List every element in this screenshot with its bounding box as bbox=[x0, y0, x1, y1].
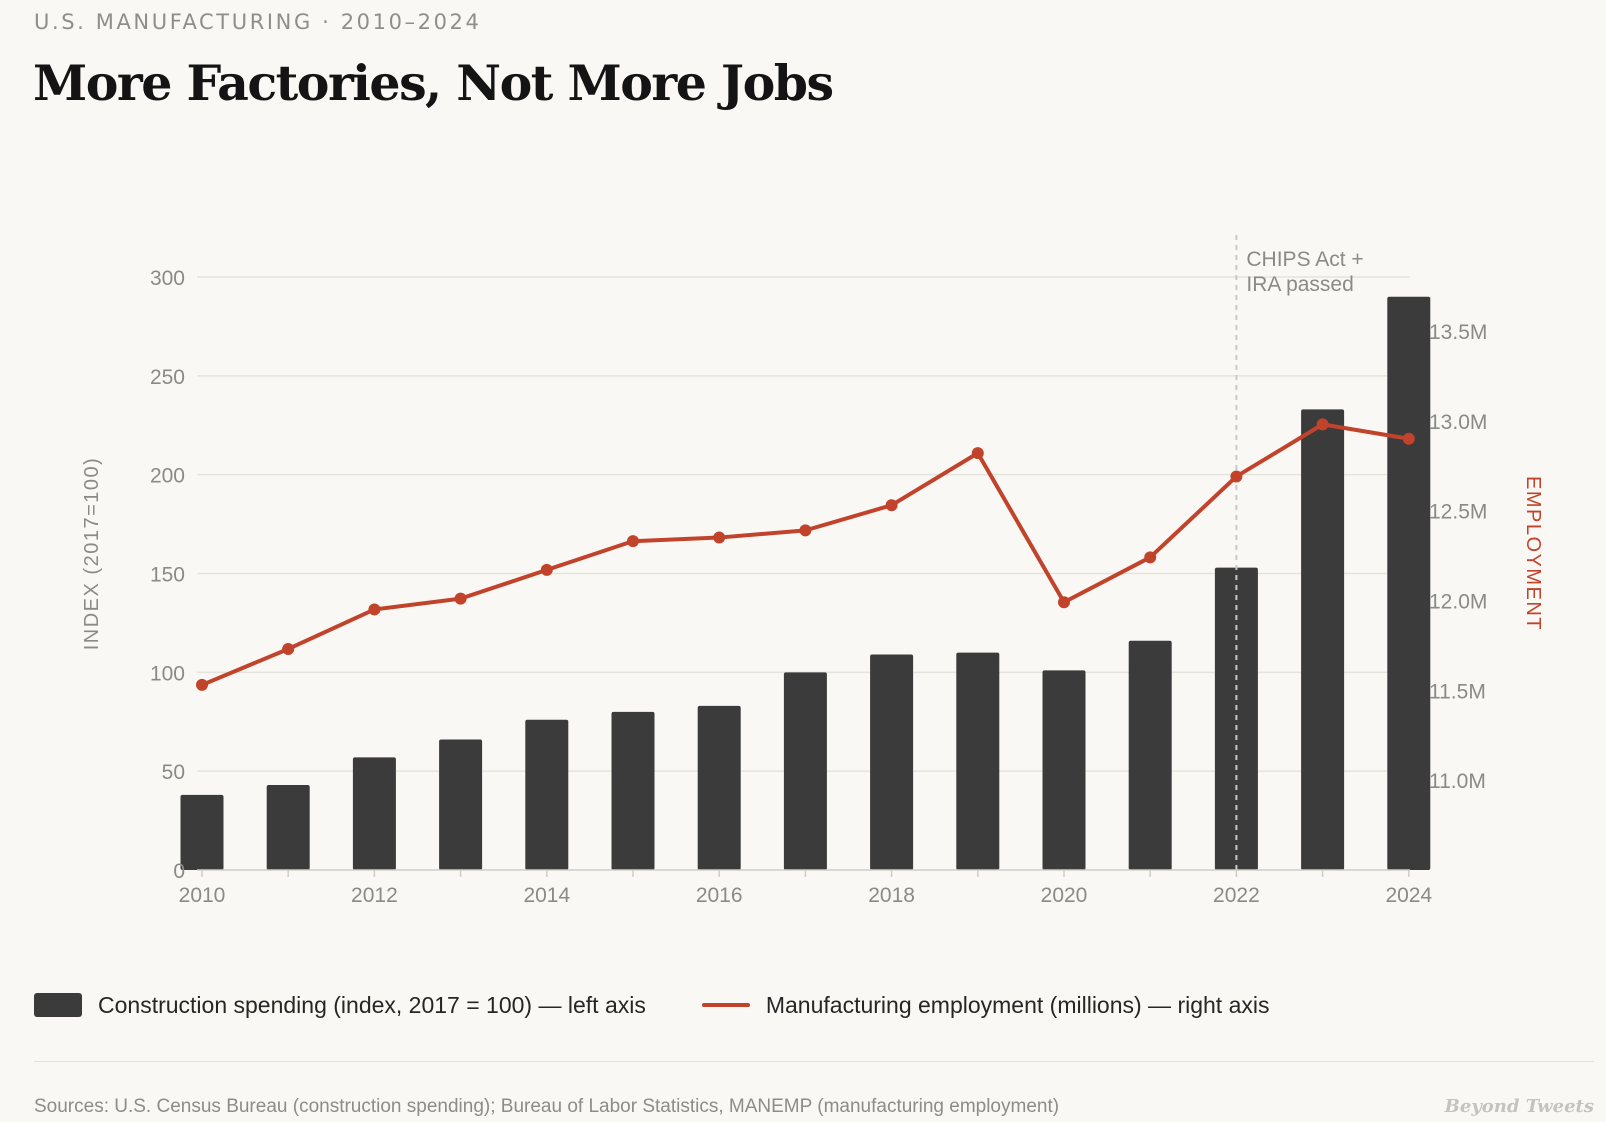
x-tick-label: 2014 bbox=[523, 884, 570, 907]
employment-point bbox=[368, 603, 381, 616]
right-tick-label: 13.5M bbox=[1429, 321, 1487, 344]
bar bbox=[439, 739, 483, 870]
employment-point bbox=[971, 447, 984, 460]
left-tick-label: 0 bbox=[173, 860, 185, 883]
legend-line-swatch bbox=[701, 1003, 750, 1007]
right-tick-label: 11.0M bbox=[1429, 770, 1486, 793]
legend-item-line: Manufacturing employment (millions) — ri… bbox=[701, 991, 1270, 1019]
bar bbox=[611, 711, 655, 870]
employment-point bbox=[1402, 432, 1415, 445]
bar bbox=[956, 652, 1000, 870]
employment-point bbox=[196, 678, 208, 691]
left-tick-label: 300 bbox=[150, 267, 185, 290]
employment-point bbox=[282, 642, 295, 655]
employment-point bbox=[540, 563, 553, 576]
employment-point bbox=[1144, 551, 1157, 564]
bar bbox=[783, 672, 827, 870]
right-tick-label: 13.0M bbox=[1429, 411, 1487, 434]
chart: CHIPS Act +IRA passed 0 50 100 150 200 250 300… bbox=[81, 235, 1544, 907]
x-tick-label: 2016 bbox=[696, 884, 743, 907]
bar bbox=[1301, 409, 1345, 870]
annotation-text: IRA passed bbox=[1246, 273, 1353, 296]
bar bbox=[697, 705, 741, 870]
bar bbox=[525, 719, 569, 870]
x-tick-label: 2024 bbox=[1385, 884, 1432, 907]
footer-divider bbox=[34, 1061, 1594, 1062]
axes: 0 50 100 150 200 250 300 2010 2012 2014 2016 2018 20… bbox=[81, 267, 1544, 907]
legend-bar-swatch bbox=[34, 993, 82, 1017]
bar bbox=[870, 654, 914, 870]
x-tick-label: 2010 bbox=[179, 884, 226, 907]
legend: Construction spending (index, 2017 = 100… bbox=[34, 990, 1325, 1020]
x-tick-label: 2012 bbox=[351, 884, 398, 907]
bar bbox=[1128, 640, 1172, 870]
employment-point bbox=[1316, 418, 1329, 431]
chart-title: More Factories, Not More Jobs bbox=[33, 54, 834, 112]
bar bbox=[1387, 296, 1431, 870]
left-tick-label: 200 bbox=[150, 465, 185, 488]
employment-point bbox=[885, 499, 898, 512]
employment-point bbox=[627, 535, 639, 548]
sources-note: Sources: U.S. Census Bureau (constructio… bbox=[34, 1096, 1060, 1117]
brand-mark: Beyond Tweets bbox=[1444, 1096, 1594, 1117]
bar bbox=[1042, 670, 1086, 870]
bar bbox=[352, 757, 396, 870]
right-tick-label: 12.5M bbox=[1429, 501, 1487, 524]
annotation: CHIPS Act +IRA passed bbox=[1235, 235, 1364, 870]
left-tick-label: 150 bbox=[150, 564, 185, 587]
bar bbox=[180, 794, 224, 870]
left-tick-label: 250 bbox=[150, 366, 185, 389]
employment-point bbox=[713, 531, 726, 544]
legend-bars-label: Construction spending (index, 2017 = 100… bbox=[98, 991, 646, 1018]
bar-series bbox=[180, 296, 1431, 870]
employment-point bbox=[1230, 470, 1243, 483]
right-tick-label: 12.0M bbox=[1429, 590, 1487, 613]
left-axis-title: INDEX (2017=100) bbox=[81, 457, 103, 651]
left-tick-label: 100 bbox=[150, 662, 185, 685]
x-tick-label: 2020 bbox=[1041, 884, 1088, 907]
chart-kicker: U.S. MANUFACTURING · 2010–2024 bbox=[34, 10, 482, 34]
right-tick-label: 11.5M bbox=[1429, 680, 1486, 703]
left-tick-label: 50 bbox=[162, 761, 185, 784]
line-series bbox=[196, 418, 1415, 691]
x-tick-label: 2022 bbox=[1213, 884, 1260, 907]
right-axis-title: EMPLOYMENT bbox=[1522, 476, 1544, 631]
annotation-text: CHIPS Act + bbox=[1246, 248, 1363, 271]
legend-line-label: Manufacturing employment (millions) — ri… bbox=[765, 991, 1270, 1018]
employment-point bbox=[799, 524, 812, 537]
employment-point bbox=[1058, 596, 1070, 609]
employment-point bbox=[454, 592, 467, 605]
x-tick-label: 2018 bbox=[868, 884, 915, 907]
bar bbox=[266, 785, 310, 870]
legend-item-bars: Construction spending (index, 2017 = 100… bbox=[34, 992, 646, 1019]
